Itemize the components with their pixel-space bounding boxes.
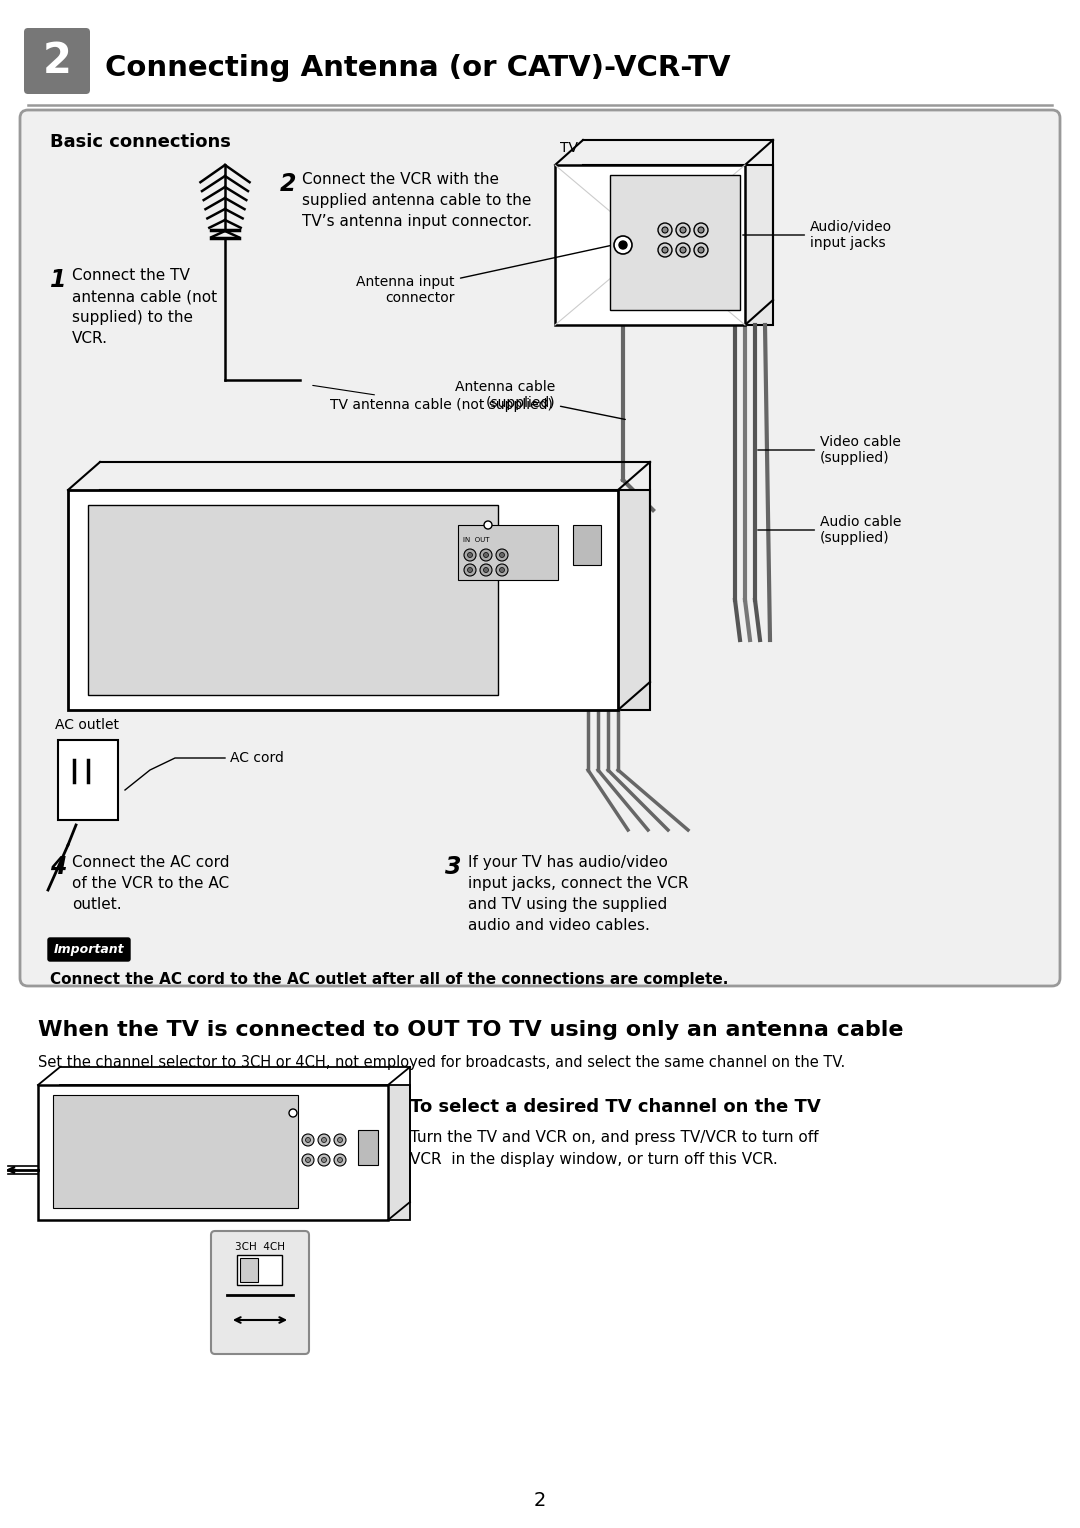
Text: Turn the TV and VCR on, and press TV/VCR to turn off
VCR  in the display window,: Turn the TV and VCR on, and press TV/VCR… <box>410 1131 819 1167</box>
Circle shape <box>662 248 669 254</box>
Circle shape <box>658 243 672 257</box>
Circle shape <box>480 564 492 576</box>
Circle shape <box>318 1134 330 1146</box>
Bar <box>573 526 600 565</box>
Text: To select a desired TV channel on the TV: To select a desired TV channel on the TV <box>410 1099 821 1115</box>
Bar <box>60 1085 410 1219</box>
Text: IN  OUT: IN OUT <box>463 536 489 542</box>
Circle shape <box>464 564 476 576</box>
Text: Audio cable
(supplied): Audio cable (supplied) <box>758 515 902 545</box>
FancyBboxPatch shape <box>24 28 90 95</box>
Circle shape <box>306 1137 311 1143</box>
FancyBboxPatch shape <box>21 110 1059 986</box>
Text: Connect the VCR with the
supplied antenna cable to the
TV’s antenna input connec: Connect the VCR with the supplied antenn… <box>302 173 532 229</box>
Text: When the TV is connected to OUT TO TV using only an antenna cable: When the TV is connected to OUT TO TV us… <box>38 1021 904 1041</box>
Circle shape <box>619 241 627 249</box>
Circle shape <box>334 1154 346 1166</box>
Circle shape <box>337 1158 342 1163</box>
Bar <box>68 490 618 711</box>
Circle shape <box>680 228 686 232</box>
Circle shape <box>484 521 492 529</box>
Circle shape <box>698 228 704 232</box>
Bar <box>240 1258 258 1282</box>
FancyBboxPatch shape <box>48 938 130 961</box>
Text: 1: 1 <box>50 267 67 292</box>
Text: Connect the TV
antenna cable (not
supplied) to the
VCR.: Connect the TV antenna cable (not suppli… <box>72 267 217 345</box>
Circle shape <box>698 248 704 254</box>
Text: 2: 2 <box>280 173 297 196</box>
Circle shape <box>337 1137 342 1143</box>
Text: TV antenna cable (not supplied): TV antenna cable (not supplied) <box>313 385 553 413</box>
Bar <box>610 176 740 310</box>
Text: Connecting Antenna (or CATV)-VCR-TV: Connecting Antenna (or CATV)-VCR-TV <box>105 53 730 83</box>
Text: If your TV has audio/video
input jacks, connect the VCR
and TV using the supplie: If your TV has audio/video input jacks, … <box>468 856 689 934</box>
Circle shape <box>676 243 690 257</box>
Circle shape <box>302 1134 314 1146</box>
Circle shape <box>468 567 473 573</box>
Circle shape <box>658 223 672 237</box>
Text: 4: 4 <box>50 856 67 879</box>
Text: Connect the AC cord
of the VCR to the AC
outlet.: Connect the AC cord of the VCR to the AC… <box>72 856 229 912</box>
Circle shape <box>334 1134 346 1146</box>
Text: Connect the AC cord to the AC outlet after all of the connections are complete.: Connect the AC cord to the AC outlet aft… <box>50 972 728 987</box>
Text: Audio/video
input jacks: Audio/video input jacks <box>743 220 892 251</box>
Circle shape <box>322 1158 326 1163</box>
Circle shape <box>484 567 488 573</box>
Text: Important: Important <box>54 943 124 955</box>
Text: Video cable
(supplied): Video cable (supplied) <box>758 435 901 465</box>
Circle shape <box>496 549 508 561</box>
Circle shape <box>694 223 708 237</box>
Bar <box>100 490 650 711</box>
Bar <box>357 1131 378 1164</box>
Circle shape <box>464 549 476 561</box>
Circle shape <box>499 553 504 558</box>
Text: Basic connections: Basic connections <box>50 133 231 151</box>
Circle shape <box>318 1154 330 1166</box>
Bar <box>555 165 745 325</box>
Text: AC outlet: AC outlet <box>55 718 119 732</box>
Text: TV: TV <box>561 141 578 154</box>
Bar <box>58 740 118 821</box>
Circle shape <box>694 243 708 257</box>
Circle shape <box>662 228 669 232</box>
Circle shape <box>322 1137 326 1143</box>
FancyBboxPatch shape <box>211 1232 309 1354</box>
Bar <box>458 526 558 581</box>
Circle shape <box>676 223 690 237</box>
Bar <box>87 504 498 695</box>
Text: AC cord: AC cord <box>230 750 284 766</box>
Circle shape <box>289 1109 297 1117</box>
Text: 3: 3 <box>445 856 461 879</box>
Bar <box>237 1254 282 1285</box>
Circle shape <box>615 235 632 254</box>
Circle shape <box>480 549 492 561</box>
Text: Set the channel selector to 3CH or 4CH, not employed for broadcasts, and select : Set the channel selector to 3CH or 4CH, … <box>38 1054 846 1070</box>
Bar <box>583 165 773 325</box>
Circle shape <box>468 553 473 558</box>
Bar <box>38 1085 388 1219</box>
Text: 2: 2 <box>42 40 71 83</box>
Circle shape <box>499 567 504 573</box>
Circle shape <box>302 1154 314 1166</box>
Text: Antenna input
connector: Antenna input connector <box>356 246 610 306</box>
Circle shape <box>306 1158 311 1163</box>
Circle shape <box>496 564 508 576</box>
Bar <box>53 1096 298 1209</box>
Circle shape <box>484 553 488 558</box>
Circle shape <box>680 248 686 254</box>
Text: 2: 2 <box>534 1490 546 1510</box>
Text: Antenna cable
(supplied): Antenna cable (supplied) <box>455 380 625 420</box>
Text: 3CH  4CH: 3CH 4CH <box>235 1242 285 1251</box>
